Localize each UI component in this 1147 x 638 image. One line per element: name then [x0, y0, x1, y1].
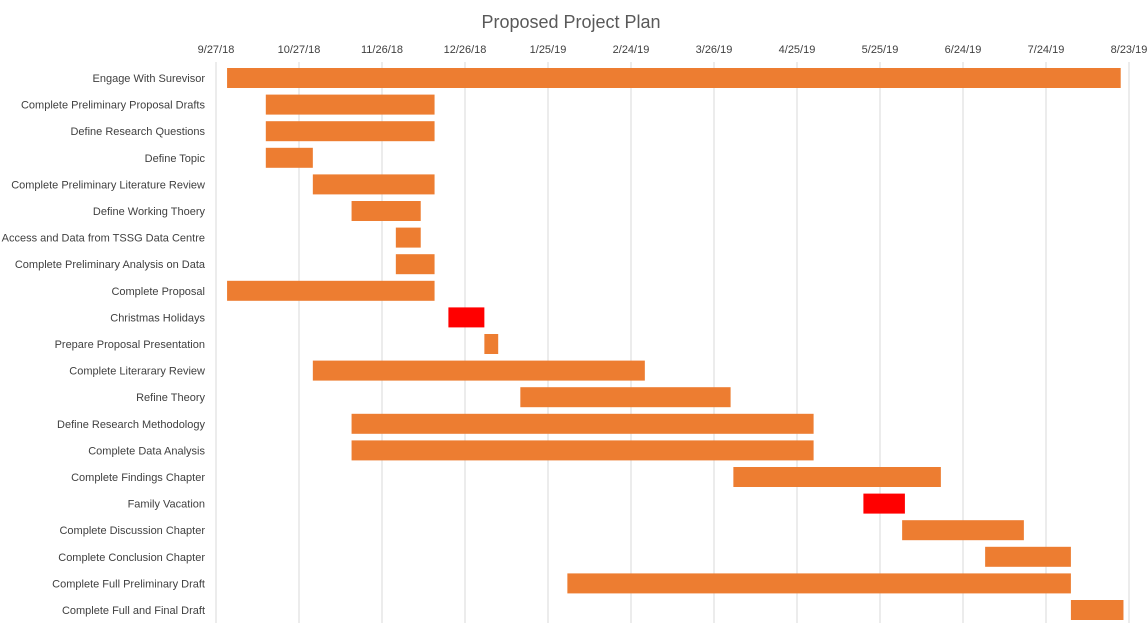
task-bar	[733, 467, 941, 487]
task-label: Family Vacation	[128, 499, 205, 511]
task-bar	[985, 546, 1071, 567]
task-label: Complete Full and Final Draft	[62, 605, 205, 617]
x-tick-label: 6/24/19	[945, 44, 982, 56]
task-label: Define Topic	[145, 153, 206, 165]
task-bar	[395, 254, 435, 275]
task-label: Christmas Holidays	[110, 312, 205, 324]
x-tick-label: 11/26/18	[361, 44, 403, 56]
task-bar	[448, 307, 485, 328]
task-bar	[351, 201, 421, 221]
x-axis-tick-labels: 9/27/18 10/27/18 11/26/18 12/26/18 1/25/19 2/…	[198, 44, 1147, 56]
x-tick-label: 12/26/18	[444, 44, 487, 56]
task-label: Define Research Questions	[70, 126, 205, 138]
task-bar	[567, 573, 1071, 594]
x-tick-label: 2/24/19	[613, 44, 650, 56]
task-label: Complete Preliminary Literature Review	[11, 179, 205, 191]
task-label: Prepare Proposal Presentation	[55, 339, 205, 351]
task-label: Complete Preliminary Proposal Drafts	[21, 100, 206, 112]
task-bar	[902, 520, 1024, 541]
x-tick-label: 1/25/19	[530, 44, 567, 56]
task-label: Complete Preliminary Analysis on Data	[15, 259, 206, 271]
task-labels: Engage With Surevisor Complete Preliminar…	[2, 73, 206, 617]
task-bars	[227, 68, 1124, 620]
x-tick-label: 5/25/19	[862, 44, 899, 56]
task-label: Access and Data from TSSG Data Centre	[2, 233, 205, 245]
task-label: Complete Data Analysis	[88, 445, 205, 457]
x-tick-label: 9/27/18	[198, 44, 235, 56]
task-bar	[351, 413, 814, 434]
task-bar	[265, 121, 435, 142]
task-bar	[312, 360, 645, 381]
task-bar	[227, 280, 435, 301]
task-label: Complete Full Preliminary Draft	[52, 578, 205, 590]
task-bar	[227, 68, 1121, 88]
task-label: Complete Literarary Review	[69, 366, 205, 378]
task-bar	[863, 493, 905, 514]
x-tick-label: 7/24/19	[1028, 44, 1065, 56]
task-bar	[1070, 600, 1124, 620]
task-bar	[484, 334, 499, 354]
task-label: Refine Theory	[136, 392, 205, 404]
task-label: Complete Conclusion Chapter	[58, 552, 205, 564]
task-label: Engage With Surevisor	[93, 73, 206, 85]
task-bar	[265, 147, 313, 168]
x-tick-label: 4/25/19	[779, 44, 816, 56]
task-label: Complete Findings Chapter	[71, 472, 205, 484]
task-label: Define Research Methodology	[57, 419, 205, 431]
task-label: Complete Discussion Chapter	[59, 525, 205, 537]
x-tick-label: 10/27/18	[278, 44, 321, 56]
x-tick-label: 8/23/19	[1111, 44, 1147, 56]
task-label: Complete Proposal	[111, 286, 205, 298]
x-tick-label: 3/26/19	[696, 44, 733, 56]
chart-title: Proposed Project Plan	[481, 12, 660, 32]
task-bar	[312, 174, 435, 195]
task-bar	[520, 387, 731, 408]
task-bar	[265, 94, 435, 115]
task-bar	[351, 440, 814, 461]
task-bar	[395, 227, 421, 248]
task-label: Define Working Thoery	[93, 206, 206, 218]
